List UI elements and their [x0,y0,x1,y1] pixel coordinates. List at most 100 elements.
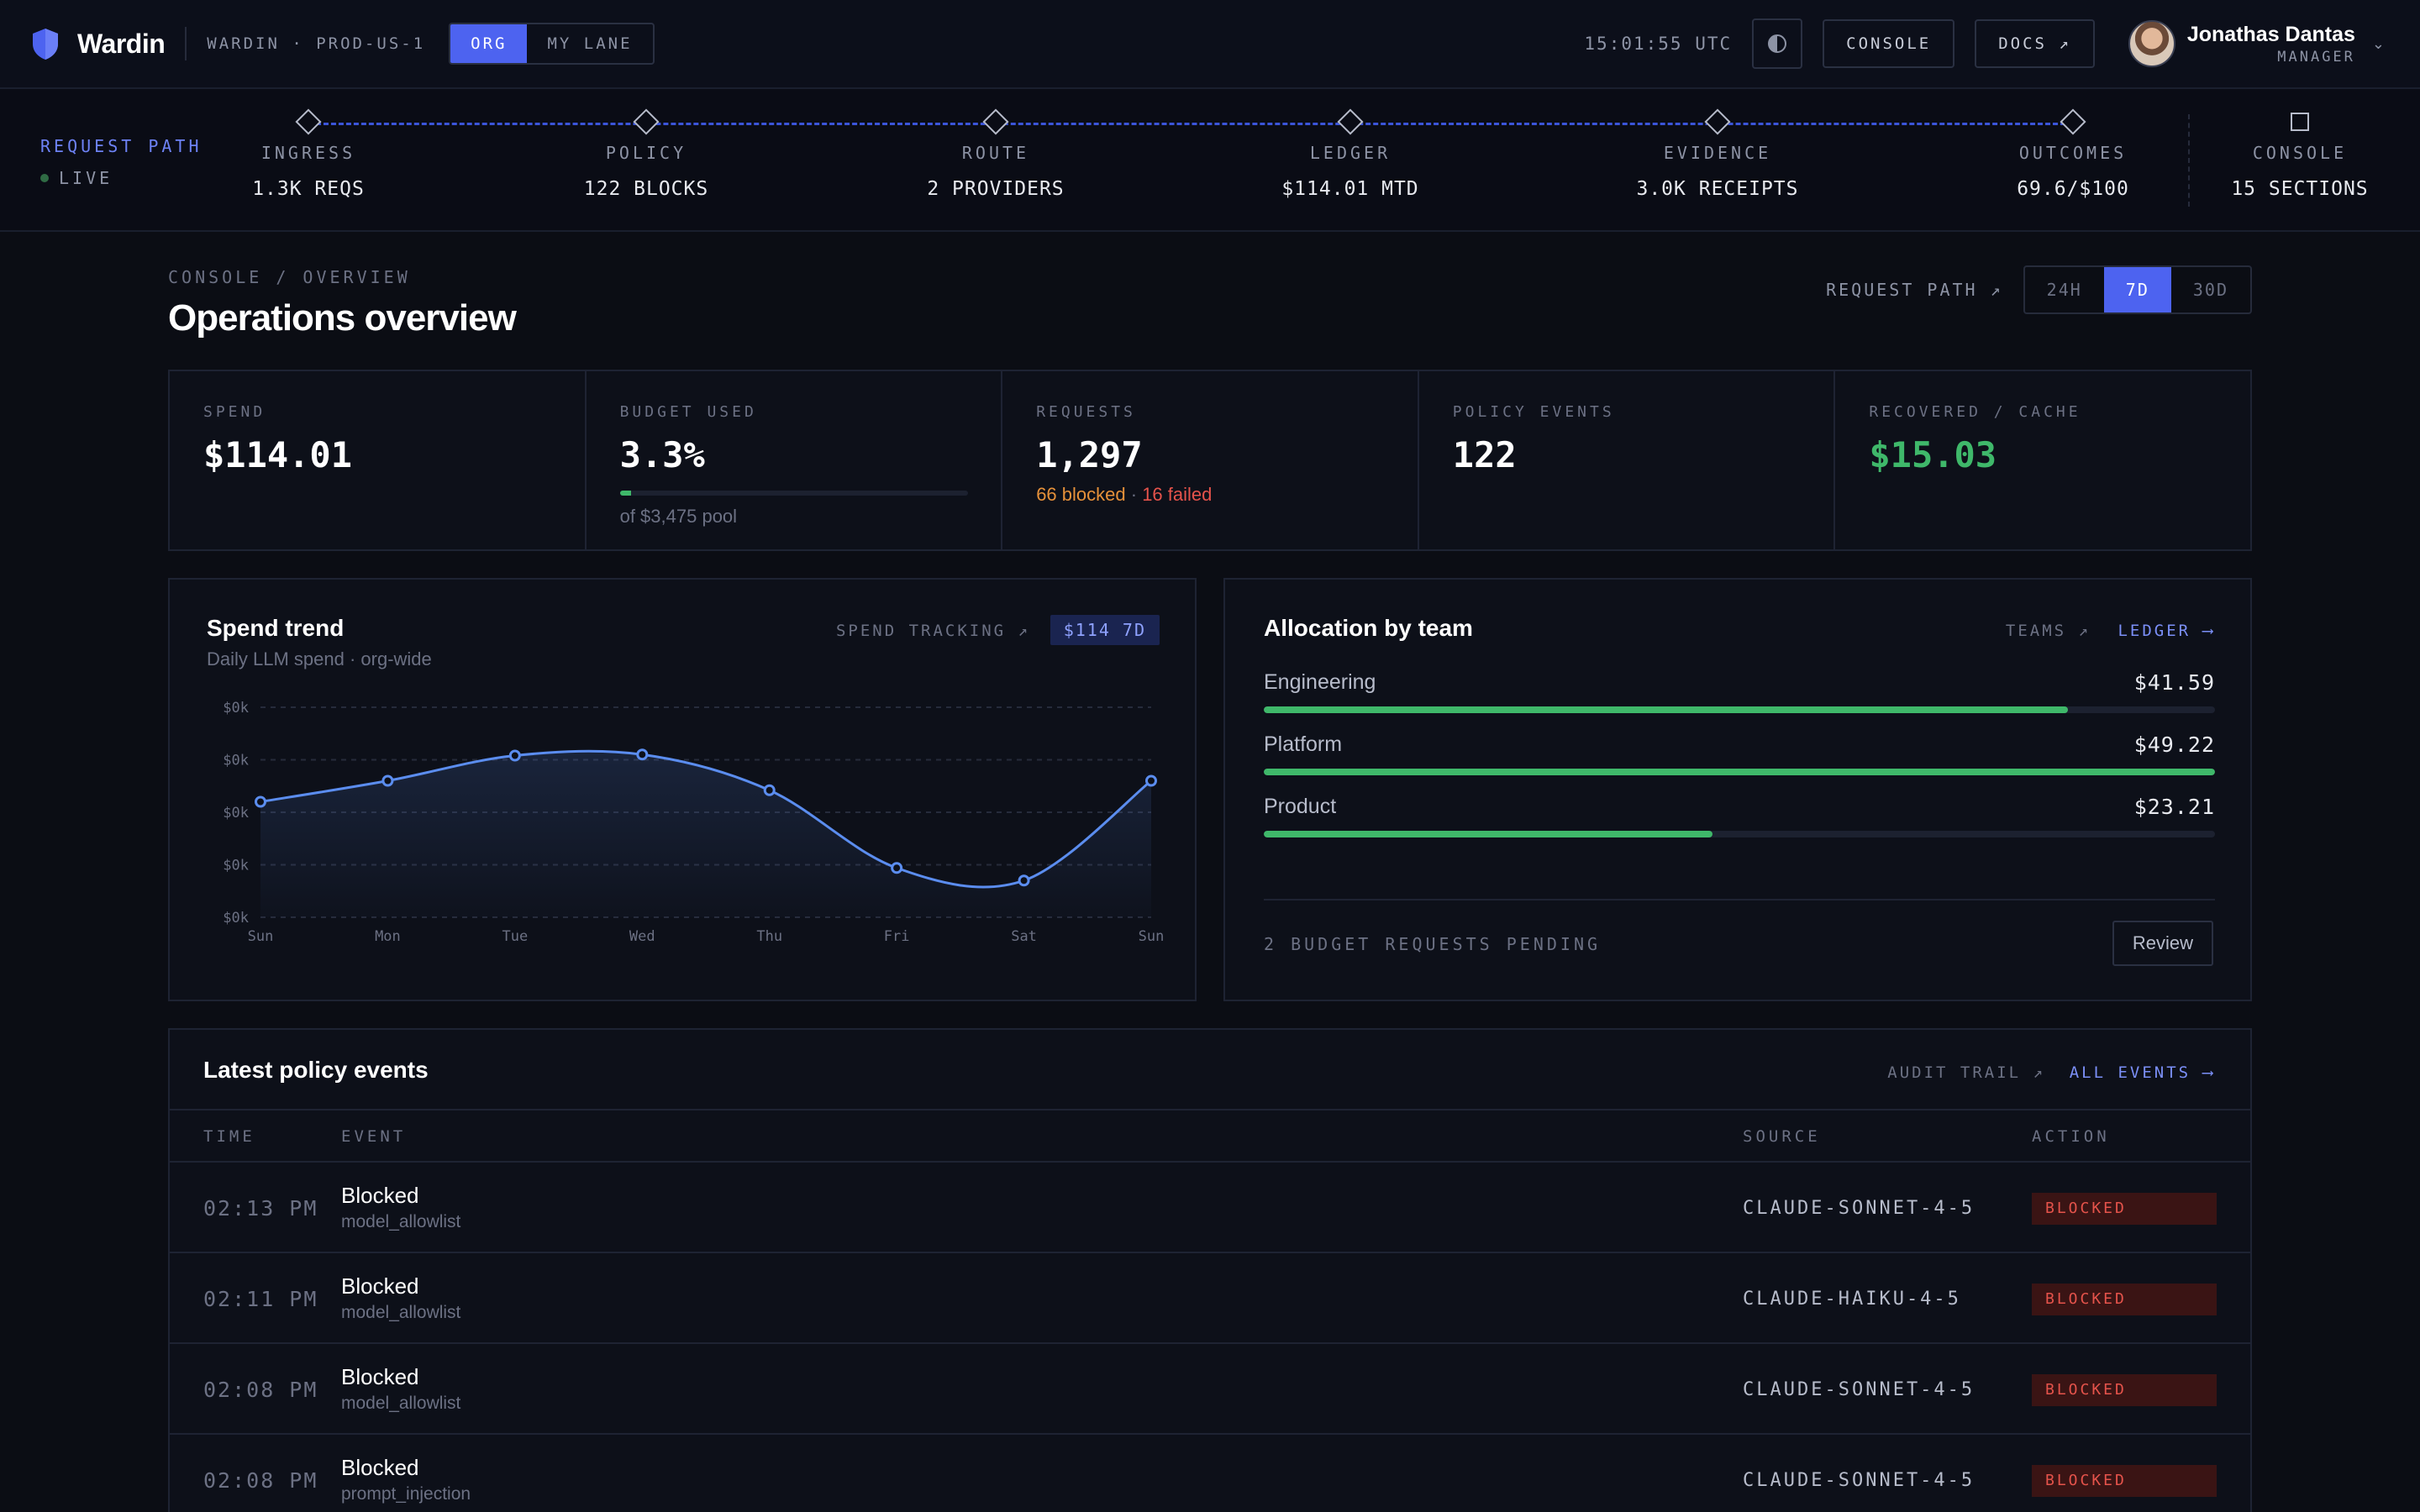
data-point [1145,774,1157,787]
x-tick-label: Fri [884,928,910,945]
stage-label: LEDGER [1309,143,1392,163]
user-menu[interactable]: Jonathas Dantas MANAGER ⌄ [2128,20,2385,67]
divider [1264,899,2215,900]
stage-policy[interactable]: POLICY 122 BLOCKS [520,108,772,200]
team-row-engineering[interactable]: Engineering $41.59 [1264,670,2215,713]
range-7d[interactable]: 7D [2103,267,2171,312]
ledger-link[interactable]: LEDGER ⟶ [2118,622,2215,640]
kpi-label: RECOVERED / CACHE [1869,403,2081,421]
y-tick-label: $0k [223,700,249,717]
team-bar-fill [1264,831,1713,837]
data-point [763,784,776,796]
stage-route[interactable]: ROUTE 2 PROVIDERS [870,108,1122,200]
stage-value: 1.3K REQS [252,178,365,200]
request-path-link[interactable]: REQUEST PATH ↗ [1826,280,2003,300]
all-events-link[interactable]: ALL EVENTS ⟶ [2069,1063,2215,1082]
event-name: Blocked [341,1364,419,1389]
user-role: MANAGER [2277,48,2355,66]
kpi-budget-used: BUDGET USED 3.3% of $3,475 pool [587,371,1003,549]
event-cell: Blocked prompt_injection [341,1455,471,1504]
team-row-product[interactable]: Product $23.21 [1264,795,2215,837]
range-controls: REQUEST PATH ↗ 24H 7D 30D [1826,265,2252,314]
brand[interactable]: Wardin [30,27,166,60]
x-tick-label: Sun [248,928,274,945]
scope-toggle: ORG MY LANE [449,23,655,65]
event-cell: Blocked model_allowlist [341,1364,460,1414]
table-row[interactable]: 02:08 PM Blocked model_allowlist CLAUDE-… [170,1344,2250,1435]
team-bar [1264,769,2215,775]
status-badge: BLOCKED [2032,1465,2217,1497]
x-tick-label: Tue [502,928,528,945]
console-button[interactable]: CONSOLE [1823,19,1955,68]
event-cell: Blocked model_allowlist [341,1183,460,1232]
team-bar [1264,706,2215,713]
stage-value: 15 SECTIONS [2231,178,2369,200]
stage-ledger[interactable]: LEDGER $114.01 MTD [1224,108,1476,200]
stage-evidence[interactable]: EVIDENCE 3.0K RECEIPTS [1591,108,1844,200]
y-tick-label: $0k [223,910,249,927]
team-row-platform[interactable]: Platform $49.22 [1264,732,2215,775]
column-header-time: TIME [203,1127,255,1146]
request-path-bar: REQUEST PATH LIVE INGRESS 1.3K REQS POLI… [0,89,2420,232]
table-row[interactable]: 02:13 PM Blocked model_allowlist CLAUDE-… [170,1163,2250,1253]
avatar [2128,20,2175,67]
event-rule: model_allowlist [341,1303,461,1322]
column-header-action: ACTION [2032,1127,2110,1146]
live-dot-icon [40,174,49,182]
table-row[interactable]: 02:11 PM Blocked model_allowlist CLAUDE-… [170,1253,2250,1344]
review-button[interactable]: Review [2112,921,2213,966]
table-header: TIME EVENT SOURCE ACTION [170,1109,2250,1163]
event-rule: model_allowlist [341,1212,461,1231]
theme-toggle-button[interactable] [1752,18,1803,69]
card-title: Spend trend [207,615,345,641]
spend-total-badge: $114 7D [1050,615,1160,645]
team-bar [1264,831,2215,837]
series-area [260,751,1151,917]
range-24h[interactable]: 24H [2046,280,2082,300]
status-badge: BLOCKED [2032,1193,2217,1225]
range-30d[interactable]: 30D [2192,280,2228,300]
spend-tracking-link[interactable]: SPEND TRACKING ↗ [835,622,1030,640]
stage-ingress[interactable]: INGRESS 1.3K REQS [182,108,434,200]
stage-value: 69.6/$100 [2017,178,2129,200]
divider [185,27,187,60]
column-header-source: SOURCE [1743,1127,1821,1146]
audit-trail-link[interactable]: AUDIT TRAIL ↗ [1887,1063,2045,1082]
kpi-value: 3.3% [619,434,705,475]
diamond-icon [1704,108,1731,135]
budget-progress-bar [619,491,968,496]
live-label: LIVE [59,168,113,188]
kpi-value: 122 [1452,434,1517,475]
chevron-down-icon: ⌄ [2371,34,2385,52]
stage-value: 2 PROVIDERS [927,178,1065,200]
breadcrumb: CONSOLE / OVERVIEW [168,267,411,287]
budget-progress-fill [619,491,632,496]
y-tick-label: $0k [223,805,249,822]
event-rule: prompt_injection [341,1484,471,1504]
policy-events-card: Latest policy events AUDIT TRAIL ↗ ALL E… [168,1028,2252,1512]
diamond-icon [1337,108,1364,135]
stage-console[interactable]: CONSOLE 15 SECTIONS [2174,113,2420,200]
table-row[interactable]: 02:08 PM Blocked prompt_injection CLAUDE… [170,1435,2250,1512]
data-point [255,795,266,808]
y-tick-label: $0k [223,858,249,874]
scope-tab-my-lane[interactable]: MY LANE [547,34,633,53]
team-bar-fill [1264,706,2068,713]
kpi-value: $15.03 [1869,434,1997,475]
stage-outcomes[interactable]: OUTCOMES 69.6/$100 [1947,108,2199,200]
stage-value: 122 BLOCKS [583,178,709,200]
kpi-label: SPEND [203,403,266,421]
column-header-event: EVENT [341,1127,407,1146]
x-tick-label: Sun [1139,928,1165,945]
user-info: Jonathas Dantas MANAGER [2187,23,2355,66]
stage-label: ROUTE [961,143,1030,163]
data-point [891,862,903,874]
docs-button[interactable]: DOCS ↗ [1975,19,2095,68]
contrast-icon [1768,34,1787,53]
kpi-value: $114.01 [203,434,353,475]
teams-link[interactable]: TEAMS ↗ [2005,622,2091,640]
scope-tab-org[interactable]: ORG [450,24,528,63]
event-source: CLAUDE-HAIKU-4-5 [1743,1289,1961,1310]
path-divider [2188,114,2190,207]
status-badge: BLOCKED [2032,1284,2217,1315]
